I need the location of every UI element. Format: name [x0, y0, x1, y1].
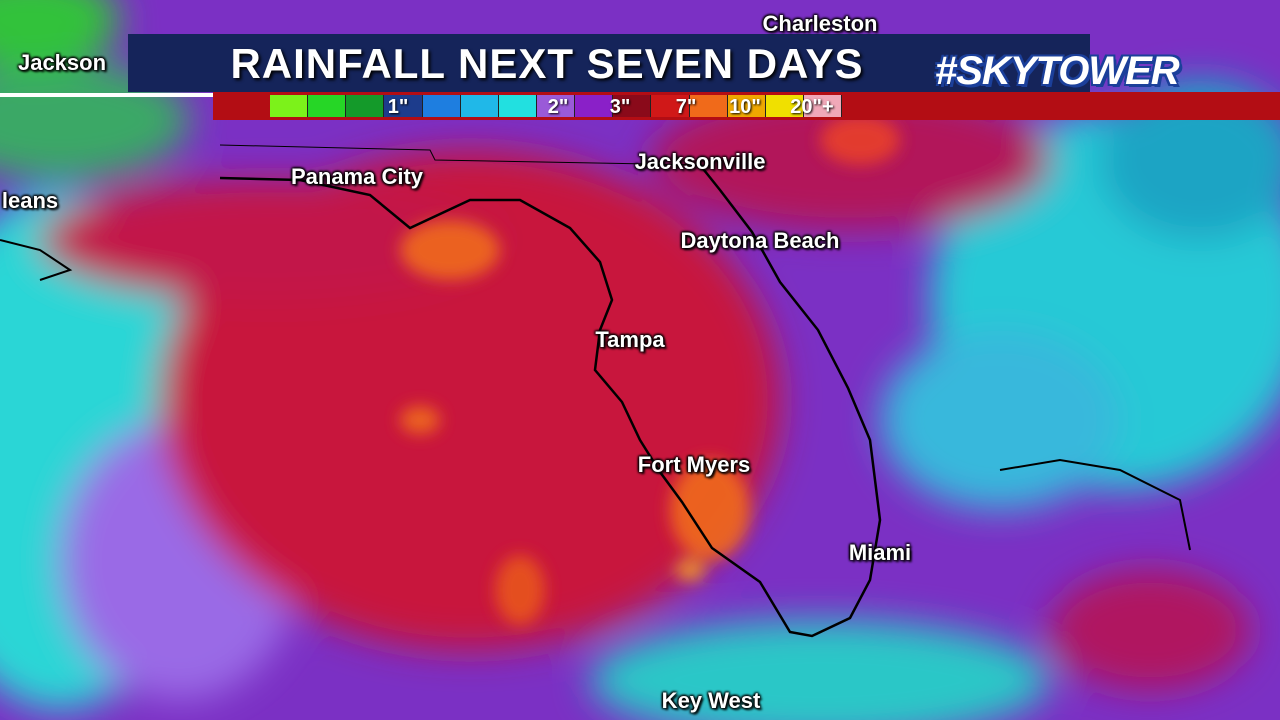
city-label: Jackson [17, 50, 107, 75]
city-label: leans [1, 188, 59, 213]
legend-swatches [270, 95, 843, 117]
legend-label: 3" [609, 96, 631, 118]
city-label: Tampa [595, 327, 665, 352]
divider [0, 93, 213, 97]
city-label: Daytona Beach [680, 228, 840, 253]
city-label: Miami [848, 540, 912, 565]
legend-label: 20"+ [790, 96, 834, 118]
legend-label: 2" [547, 96, 569, 118]
city-label: Charleston [762, 11, 878, 36]
legend-label: 10" [729, 96, 761, 118]
title: RAINFALL NEXT SEVEN DAYS [230, 40, 864, 87]
logo: #SKYTOWER [935, 49, 1180, 93]
city-label: Fort Myers [637, 452, 751, 477]
city-label: Key West [661, 688, 761, 713]
legend-label: 1" [387, 96, 409, 118]
legend-label: 7" [675, 96, 697, 118]
city-label: Panama City [290, 164, 424, 189]
city-label: Jacksonville [634, 149, 766, 174]
title-band [128, 34, 1090, 92]
